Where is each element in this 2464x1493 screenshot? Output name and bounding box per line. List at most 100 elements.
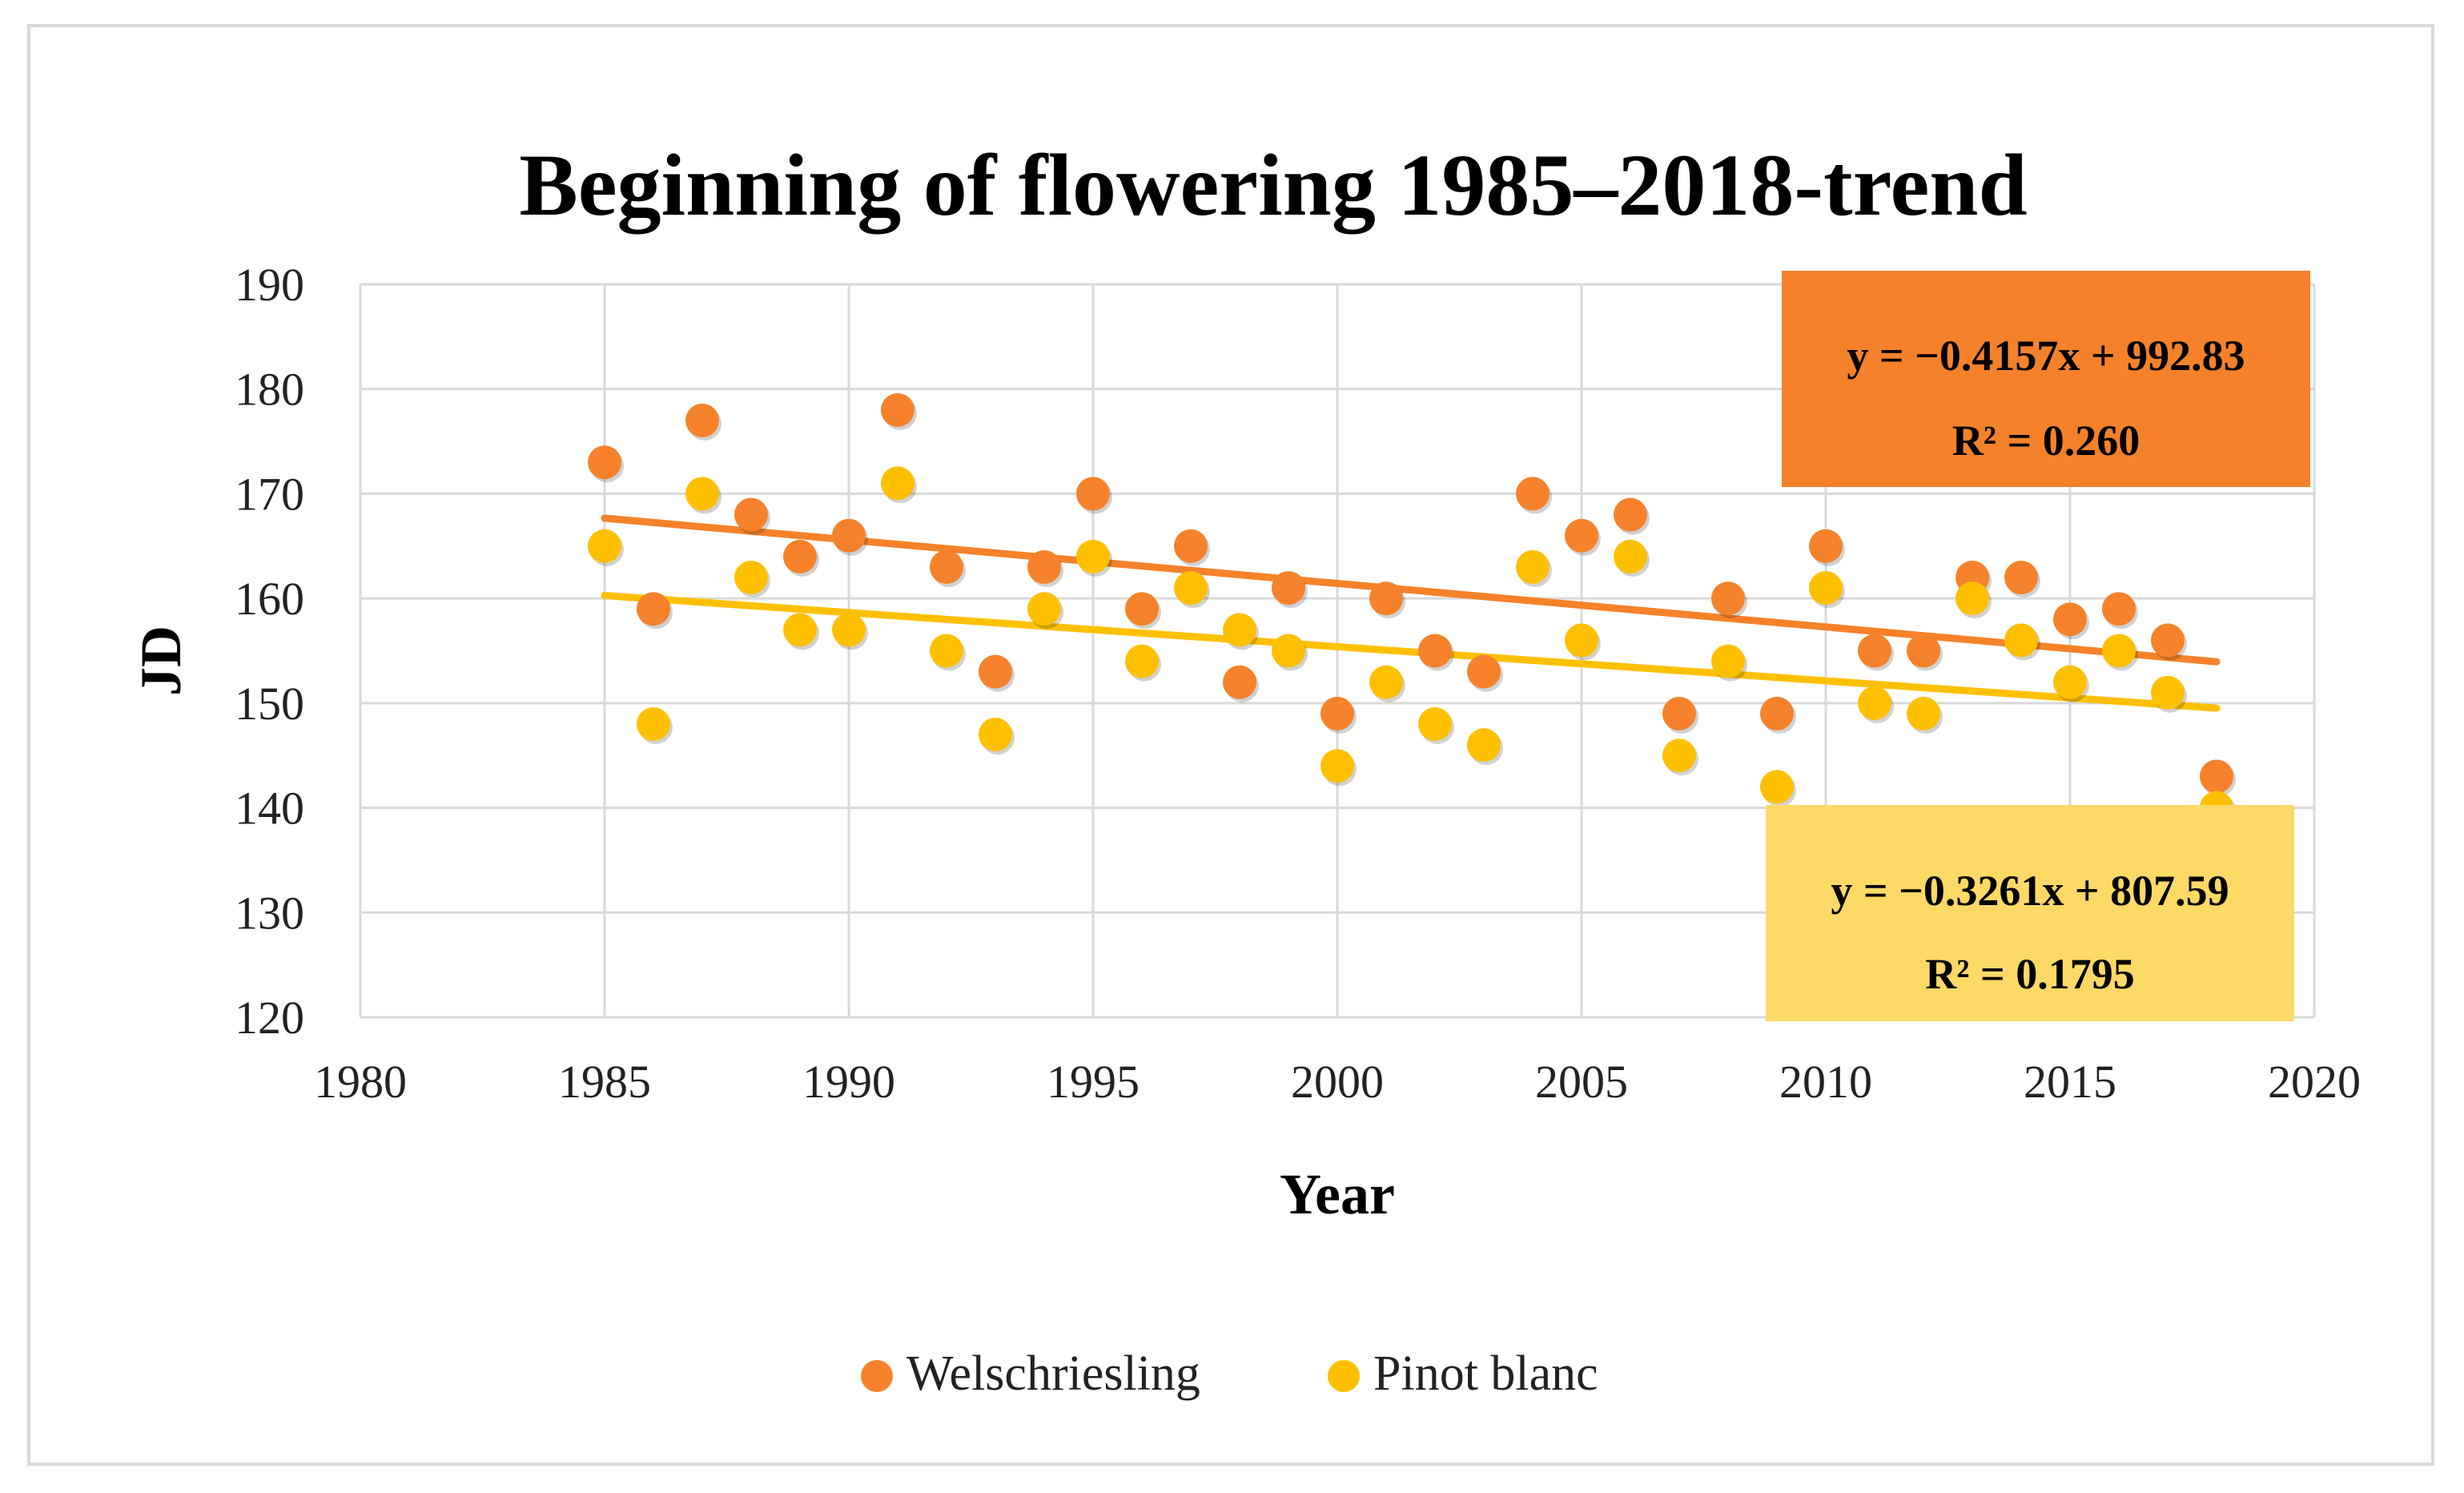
- point-welschriesling: [881, 392, 914, 427]
- point-pinot-blanc: [1369, 665, 1403, 699]
- point-welschriesling: [1907, 634, 1940, 668]
- pinot-blanc-equation-box: [1766, 805, 2294, 1021]
- point-pinot-blanc: [637, 707, 670, 741]
- point-pinot-blanc: [1027, 592, 1061, 626]
- welschriesling-equation-box: [1782, 271, 2310, 487]
- x-tick-label: 2015: [2024, 1056, 2116, 1108]
- point-pinot-blanc: [930, 634, 963, 668]
- trendline-pinot-blanc: [601, 591, 2221, 712]
- point-pinot-blanc: [881, 466, 914, 501]
- point-pinot-blanc: [1320, 749, 1354, 783]
- x-tick-label: 1995: [1047, 1056, 1140, 1108]
- point-welschriesling: [930, 549, 963, 584]
- point-pinot-blanc: [1809, 571, 1843, 606]
- point-pinot-blanc: [1174, 571, 1208, 606]
- point-pinot-blanc: [2053, 665, 2087, 699]
- legend-marker-welschriesling: [861, 1360, 893, 1392]
- chart-title: Beginning of flowering 1985–2018-trend: [519, 136, 2027, 234]
- y-tick-label: 130: [235, 887, 304, 939]
- point-pinot-blanc: [2004, 623, 2038, 658]
- point-welschriesling: [1272, 571, 1305, 606]
- x-tick-label: 1980: [314, 1056, 407, 1108]
- y-tick-label: 140: [235, 783, 304, 835]
- point-pinot-blanc: [1956, 582, 1989, 616]
- point-pinot-blanc: [1614, 539, 1647, 573]
- x-tick-label: 2020: [2268, 1056, 2361, 1108]
- y-tick-label: 120: [235, 992, 304, 1044]
- point-welschriesling: [685, 403, 719, 437]
- point-welschriesling: [1223, 665, 1256, 699]
- point-pinot-blanc: [2102, 634, 2136, 668]
- point-welschriesling: [1760, 696, 1794, 730]
- point-welschriesling: [1027, 549, 1061, 584]
- point-welschriesling: [1614, 497, 1647, 532]
- point-welschriesling: [637, 592, 670, 626]
- point-pinot-blanc: [1223, 613, 1256, 647]
- welschriesling-equation: y = −0.4157x + 992.83: [1847, 332, 2245, 380]
- point-welschriesling: [783, 539, 817, 573]
- point-pinot-blanc: [685, 477, 719, 511]
- y-axis-title: JD: [129, 626, 193, 696]
- x-tick-labels: 1980 1985 1990 1995 2000 2005 2010 2015 2020: [314, 1056, 2361, 1108]
- point-welschriesling: [1662, 696, 1696, 730]
- x-tick-label: 1985: [558, 1056, 651, 1108]
- point-welschriesling: [1467, 654, 1501, 689]
- point-welschriesling: [1516, 477, 1550, 511]
- y-tick-label: 150: [235, 678, 304, 730]
- point-pinot-blanc: [1760, 770, 1794, 804]
- point-welschriesling: [2151, 623, 2185, 658]
- point-pinot-blanc: [1467, 728, 1501, 763]
- y-tick-label: 160: [235, 573, 304, 625]
- point-welschriesling: [2004, 561, 2038, 594]
- point-pinot-blanc: [2151, 675, 2185, 710]
- data-points: [588, 392, 2236, 828]
- point-pinot-blanc: [1907, 696, 1940, 730]
- point-welschriesling: [1125, 592, 1159, 626]
- x-tick-label: 2005: [1535, 1056, 1628, 1108]
- y-tick-labels: 120 130 140 150 160 170 180 190: [235, 259, 304, 1044]
- y-tick-label: 170: [235, 468, 304, 520]
- y-tick-label: 190: [235, 259, 304, 311]
- y-tick-label: 180: [235, 364, 304, 416]
- point-welschriesling: [832, 518, 866, 553]
- point-pinot-blanc: [832, 613, 866, 647]
- point-pinot-blanc: [1711, 644, 1745, 678]
- legend-marker-pinot-blanc: [1328, 1360, 1360, 1392]
- point-welschriesling: [734, 497, 768, 532]
- welschriesling-r2: R² = 0.260: [1952, 417, 2140, 465]
- point-welschriesling: [1076, 477, 1110, 511]
- point-welschriesling: [2102, 592, 2136, 626]
- point-welschriesling: [1858, 634, 1891, 668]
- point-pinot-blanc: [1565, 623, 1598, 658]
- chart-frame: [27, 24, 2434, 1466]
- x-axis-title: Year: [1280, 1162, 1395, 1226]
- pinot-blanc-equation: y = −0.3261x + 807.59: [1831, 867, 2229, 915]
- legend: Welschriesling Pinot blanc: [861, 1346, 1598, 1401]
- point-pinot-blanc: [1076, 539, 1110, 573]
- x-tick-label: 2010: [1779, 1056, 1872, 1108]
- point-welschriesling: [2053, 602, 2087, 637]
- point-pinot-blanc: [588, 529, 621, 563]
- point-welschriesling: [588, 445, 621, 480]
- point-welschriesling: [1809, 529, 1843, 563]
- point-welschriesling: [979, 654, 1012, 689]
- x-tick-label: 2000: [1291, 1056, 1384, 1108]
- point-pinot-blanc: [1516, 549, 1550, 584]
- legend-label-pinot-blanc: Pinot blanc: [1373, 1346, 1598, 1401]
- legend-label-welschriesling: Welschriesling: [906, 1346, 1200, 1401]
- point-pinot-blanc: [1125, 644, 1159, 678]
- trendlines: [601, 514, 2221, 712]
- point-welschriesling: [1565, 518, 1598, 553]
- pinot-blanc-r2: R² = 0.1795: [1925, 950, 2134, 998]
- point-pinot-blanc: [1418, 707, 1452, 741]
- point-pinot-blanc: [1662, 738, 1696, 773]
- point-pinot-blanc: [979, 718, 1012, 752]
- point-pinot-blanc: [1272, 634, 1305, 668]
- point-welschriesling: [1320, 696, 1354, 730]
- point-pinot-blanc: [1858, 686, 1891, 720]
- point-welschriesling: [1174, 529, 1208, 563]
- point-pinot-blanc: [783, 613, 817, 647]
- point-welschriesling: [1418, 634, 1452, 668]
- point-welschriesling: [2200, 759, 2233, 794]
